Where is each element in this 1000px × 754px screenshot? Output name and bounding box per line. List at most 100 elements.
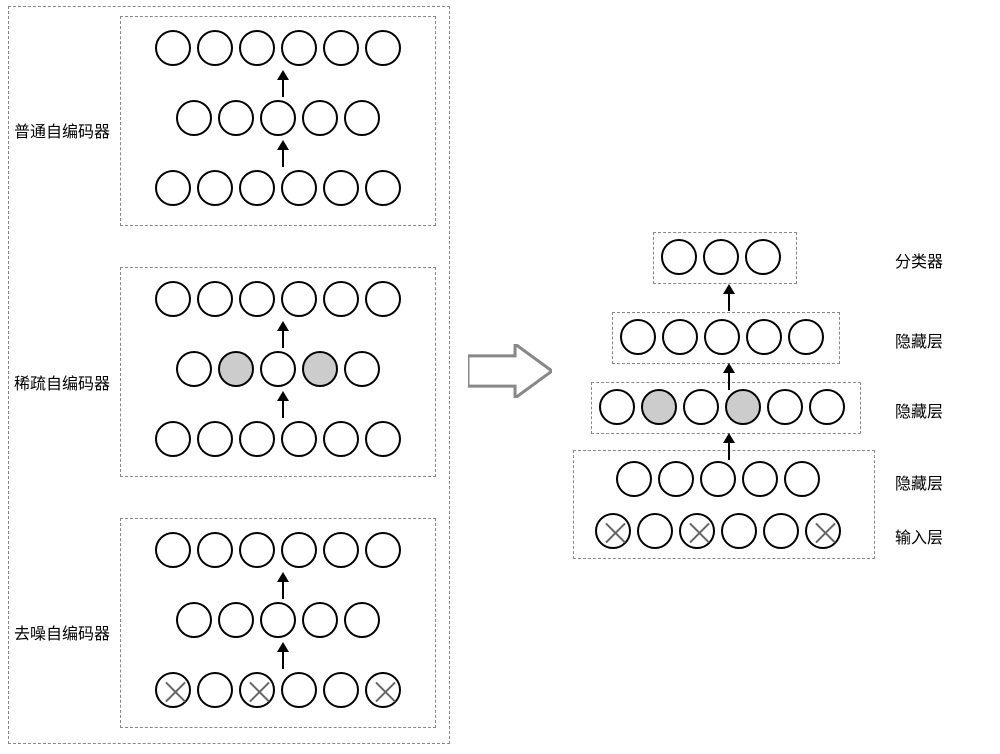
stack-label-4: 输入层 [895, 524, 943, 548]
node [704, 319, 740, 355]
stack-row-0 [661, 239, 781, 275]
up-arrow-icon [274, 140, 292, 168]
node [302, 602, 338, 638]
node-filled [725, 389, 761, 425]
stack-row-2 [599, 389, 845, 425]
node [323, 672, 359, 708]
node [700, 461, 736, 497]
node-x [155, 672, 191, 708]
node [218, 100, 254, 136]
node [155, 170, 191, 206]
node [616, 461, 652, 497]
node [703, 239, 739, 275]
node [742, 461, 778, 497]
node [197, 672, 233, 708]
node [599, 389, 635, 425]
node [721, 513, 757, 549]
node [658, 461, 694, 497]
node [197, 170, 233, 206]
encoder-0-row-2 [155, 170, 401, 206]
node [239, 281, 275, 317]
node [155, 532, 191, 568]
node [767, 389, 803, 425]
up-arrow-icon [274, 70, 292, 98]
node [365, 421, 401, 457]
node [176, 351, 212, 387]
node [323, 532, 359, 568]
node [281, 30, 317, 66]
node [661, 239, 697, 275]
node [365, 170, 401, 206]
encoder-2-row-1 [176, 602, 380, 638]
node [281, 672, 317, 708]
diagram-root: 普通自编码器稀疏自编码器去噪自编码器分类器隐藏层隐藏层隐藏层输入层 [0, 0, 1000, 754]
node-x [595, 513, 631, 549]
up-arrow-icon [720, 363, 738, 391]
stack-row-4 [595, 513, 841, 549]
node [365, 532, 401, 568]
node [323, 421, 359, 457]
node [745, 239, 781, 275]
node [302, 100, 338, 136]
node [344, 602, 380, 638]
node [637, 513, 673, 549]
node [218, 602, 254, 638]
encoder-2-label: 去噪自编码器 [14, 620, 110, 644]
node [784, 461, 820, 497]
encoder-0-row-1 [176, 100, 380, 136]
node-filled [218, 351, 254, 387]
node [176, 100, 212, 136]
node [155, 421, 191, 457]
node [281, 421, 317, 457]
node-x [365, 672, 401, 708]
node [323, 30, 359, 66]
stack-label-2: 隐藏层 [895, 398, 943, 422]
encoder-1-row-0 [155, 281, 401, 317]
encoder-2-row-0 [155, 532, 401, 568]
node [281, 532, 317, 568]
stack-label-3: 隐藏层 [895, 470, 943, 494]
node [260, 602, 296, 638]
node [239, 421, 275, 457]
encoder-1-row-2 [155, 421, 401, 457]
node [365, 30, 401, 66]
node [746, 319, 782, 355]
node [788, 319, 824, 355]
node [763, 513, 799, 549]
node [155, 30, 191, 66]
node [662, 319, 698, 355]
up-arrow-icon [720, 284, 738, 312]
node [344, 351, 380, 387]
node [239, 30, 275, 66]
node-x [805, 513, 841, 549]
node [239, 532, 275, 568]
node [344, 100, 380, 136]
encoder-0-row-0 [155, 30, 401, 66]
stack-row-1 [620, 319, 824, 355]
node [260, 351, 296, 387]
node-filled [641, 389, 677, 425]
node [197, 281, 233, 317]
stack-label-1: 隐藏层 [895, 328, 943, 352]
node [683, 389, 719, 425]
up-arrow-icon [274, 321, 292, 349]
stack-row-3 [616, 461, 820, 497]
node [323, 281, 359, 317]
node [176, 602, 212, 638]
node-x [679, 513, 715, 549]
node [155, 281, 191, 317]
node [239, 170, 275, 206]
up-arrow-icon [274, 391, 292, 419]
node [197, 421, 233, 457]
node [281, 281, 317, 317]
big-arrow-icon [468, 344, 552, 398]
node-filled [302, 351, 338, 387]
encoder-2-row-2 [155, 672, 401, 708]
node [260, 100, 296, 136]
node [197, 30, 233, 66]
node [197, 532, 233, 568]
encoder-1-row-1 [176, 351, 380, 387]
stack-label-0: 分类器 [895, 248, 943, 272]
encoder-0-label: 普通自编码器 [14, 118, 110, 142]
up-arrow-icon [274, 642, 292, 670]
